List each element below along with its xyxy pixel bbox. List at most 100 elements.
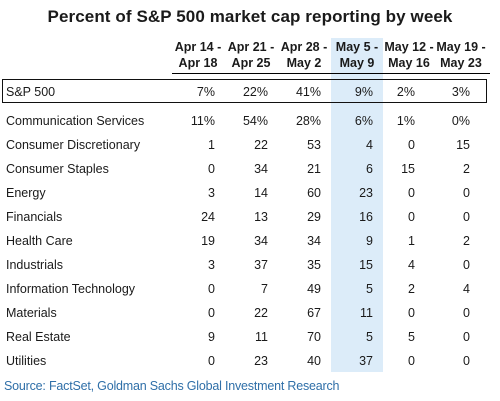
table-cell: 4 [408,258,415,272]
column-header-line2: May 16 [388,56,430,70]
table-row: Consumer Discretionary 1 22 53 4 0 15 [0,134,500,156]
column-header-line1: May 19 - [436,40,486,54]
column-header: Apr 14 - Apr 18 [169,39,227,71]
table-cell: 7% [196,85,215,99]
table-cell: 15 [456,138,470,152]
column-header: May 5 - May 9 [328,39,386,71]
row-label: Communication Services [6,114,145,128]
table-cell: 23 [254,354,268,368]
table-cell: 0 [463,210,470,224]
table-row: Real Estate 9 11 70 5 5 0 [0,326,500,348]
column-header: Apr 21 - Apr 25 [222,39,280,71]
table-cell: 7 [261,282,268,296]
table-cell: 0 [463,186,470,200]
table-cell: 2 [463,234,470,248]
row-label: Utilities [6,354,47,368]
column-header-line2: May 2 [286,56,322,70]
table-cell: 1 [408,234,415,248]
row-label: Health Care [6,234,73,248]
column-header-line2: Apr 25 [231,56,271,70]
table-cell: 60 [307,186,321,200]
table-cell: 54% [242,114,268,128]
table-row: Communication Services 11% 54% 28% 6% 1% 0% [0,110,500,132]
row-label: Consumer Staples [6,162,109,176]
table-cell: 3 [208,258,215,272]
table-row: Utilities 0 23 40 37 0 0 [0,350,500,372]
table-cell: 11 [360,306,373,320]
table-cell: 1 [208,138,215,152]
table-cell: 0 [463,354,470,368]
table-row: Consumer Staples 0 34 21 6 15 2 [0,158,500,180]
chart-title: Percent of S&P 500 market cap reporting … [47,7,453,26]
header-rule [172,73,490,74]
column-header-line2: May 9 [339,56,375,70]
table-cell: 34 [307,234,321,248]
table-cell: 11 [255,330,268,344]
table-cell: 0 [408,306,415,320]
table-cell: 0 [208,162,215,176]
table-cell: 9 [208,330,215,344]
table-cell: 22% [242,85,268,99]
table-cell: 9 [366,234,373,248]
table-row: Information Technology 0 7 49 5 2 4 [0,278,500,300]
table-cell: 16 [359,210,373,224]
table-row: Health Care 19 34 34 9 1 2 [0,230,500,252]
table-cell: 1% [396,114,415,128]
source-note: Source: FactSet, Goldman Sachs Global In… [4,379,340,393]
table-cell: 0 [208,354,215,368]
table-row: Financials 24 13 29 16 0 0 [0,206,500,228]
table-cell: 15 [401,162,415,176]
table-cell: 0 [463,258,470,272]
column-header-line1: May 5 - [335,40,379,54]
sp500-row-box [2,79,487,103]
table-cell: 19 [201,234,215,248]
table-cell: 37 [359,354,373,368]
row-label: Industrials [6,258,63,272]
table-cell: 5 [366,330,373,344]
table-cell: 0 [408,354,415,368]
table-cell: 34 [254,234,268,248]
table-cell: 4 [463,282,470,296]
table-cell: 0 [408,186,415,200]
row-label: Materials [6,306,57,320]
table-cell: 53 [307,138,321,152]
column-header: May 12 - May 16 [380,39,438,71]
table-cell: 0 [463,330,470,344]
table-row-sp500: S&P 500 7% 22% 41% 9% 2% 3% [0,81,500,103]
row-label: Real Estate [6,330,71,344]
table-cell: 5 [366,282,373,296]
table-cell: 14 [254,186,268,200]
table-cell: 2 [408,282,415,296]
table-cell: 22 [254,306,268,320]
table-cell: 40 [307,354,321,368]
table-cell: 24 [201,210,215,224]
table-cell: 49 [307,282,321,296]
table-cell: 15 [359,258,373,272]
table-cell: 13 [254,210,268,224]
column-header-line1: Apr 21 - [227,40,275,54]
highlight-column-may5 [331,38,383,372]
table-cell: 9% [354,85,373,99]
table-cell: 4 [366,138,373,152]
table-cell: 70 [307,330,321,344]
table-cell: 29 [307,210,321,224]
table-cell: 2% [396,85,415,99]
column-header-line1: Apr 28 - [280,40,328,54]
column-header: Apr 28 - May 2 [275,39,333,71]
table-row: Industrials 3 37 35 15 4 0 [0,254,500,276]
table-cell: 0% [451,114,470,128]
table-cell: 22 [254,138,268,152]
row-label: Financials [6,210,63,224]
table-cell: 28% [295,114,321,128]
table-cell: 3% [451,85,470,99]
row-label: S&P 500 [6,85,56,99]
table-cell: 34 [254,162,268,176]
row-label: Consumer Discretionary [6,138,141,152]
table-cell: 0 [208,306,215,320]
table-cell: 11% [190,114,215,128]
table-cell: 0 [208,282,215,296]
table-cell: 37 [254,258,268,272]
table-cell: 6% [354,114,373,128]
table-cell: 2 [463,162,470,176]
row-label: Information Technology [6,282,136,296]
